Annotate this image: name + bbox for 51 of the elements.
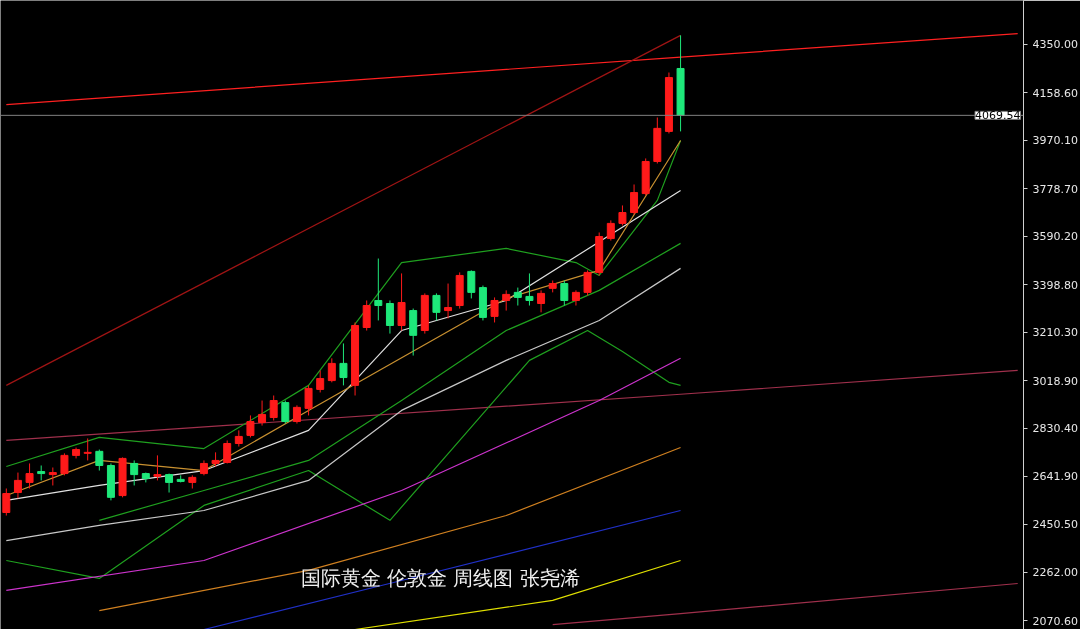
candlestick: [560, 280, 569, 307]
candlestick: [2, 487, 11, 517]
y-tick-label: 3778.70: [1032, 182, 1078, 196]
candlestick: [246, 414, 255, 438]
candlestick: [583, 269, 592, 296]
y-tick-label: 3398.80: [1032, 278, 1078, 292]
y-tick-label: 3590.20: [1032, 230, 1078, 244]
candlestick: [304, 384, 313, 416]
y-tick-label: 2262.00: [1032, 566, 1078, 580]
candlestick: [537, 289, 546, 313]
candlestick: [153, 454, 162, 481]
candlestick: [83, 437, 92, 461]
candlestick: [490, 296, 499, 323]
candlestick: [444, 283, 453, 319]
y-tick-label: 2070.60: [1032, 614, 1078, 628]
candlestick: [525, 272, 534, 307]
y-tick-label: 2641.90: [1032, 470, 1078, 484]
candlestick: [292, 404, 301, 425]
candlestick: [327, 357, 336, 383]
candlestick: [130, 459, 139, 486]
candlestick: [25, 462, 34, 489]
candlestick: [467, 269, 476, 299]
candlestick: [269, 394, 278, 422]
candlestick: [385, 299, 394, 335]
y-tick-label: 2830.40: [1032, 422, 1078, 436]
y-tick-label: 3970.10: [1032, 134, 1078, 148]
line-series: [5, 267, 682, 542]
ref-line-label: 4069.54: [975, 109, 1021, 123]
y-tick-label: 2450.50: [1032, 518, 1078, 532]
candlestick: [606, 219, 615, 242]
line-series: [98, 242, 682, 521]
candlestick: [432, 292, 441, 321]
candlestick: [95, 449, 104, 472]
y-tick-label: 3018.90: [1032, 374, 1078, 388]
candlestick: [571, 289, 580, 307]
y-tick-label: 4158.60: [1032, 86, 1078, 100]
line-series: [98, 446, 682, 612]
y-tick-label: 3210.30: [1032, 326, 1078, 340]
candlestick: [397, 272, 406, 332]
candlestick: [339, 342, 348, 386]
candlestick: [630, 183, 639, 216]
candlestick: [60, 452, 69, 476]
candlestick: [316, 369, 325, 393]
candlestick: [281, 400, 290, 425]
candlestick: [502, 289, 511, 312]
candlestick: [13, 472, 22, 499]
candlestick: [258, 400, 267, 427]
candlestick: [374, 258, 383, 321]
candlestick: [618, 204, 627, 226]
candlestick: [362, 299, 371, 332]
y-tick-label: 4350.00: [1032, 38, 1078, 52]
